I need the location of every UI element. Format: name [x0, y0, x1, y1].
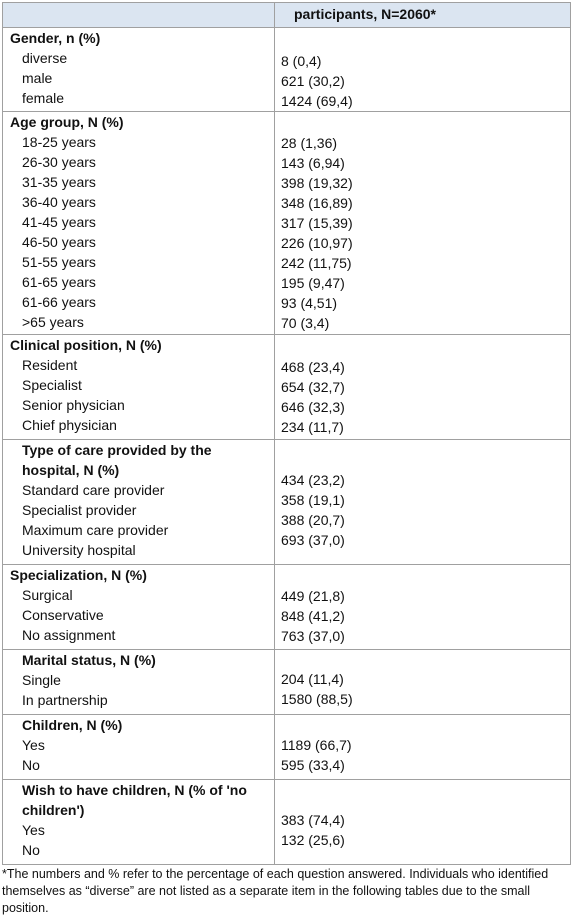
row-value: 143 (6,94) — [281, 155, 345, 171]
section-title: Type of care provided by the hospital, N… — [22, 442, 212, 478]
row-label: 31-35 years — [22, 174, 96, 190]
row-value: 383 (74,4) — [281, 812, 345, 828]
footnote: *The numbers and % refer to the percenta… — [2, 867, 549, 915]
row-label: Surgical — [22, 587, 73, 603]
column-header: participants, N=2060* — [294, 6, 437, 22]
row-value: 449 (21,8) — [281, 588, 345, 604]
row-label: Single — [22, 672, 61, 688]
section-border — [2, 779, 571, 865]
row-label: 51-55 years — [22, 254, 96, 270]
section-title: Marital status, N (%) — [22, 652, 156, 668]
row-label: No assignment — [22, 627, 116, 643]
row-value: 848 (41,2) — [281, 608, 345, 624]
row-value: 693 (37,0) — [281, 532, 345, 548]
row-value: 226 (10,97) — [281, 235, 353, 251]
row-value: 434 (23,2) — [281, 472, 345, 488]
row-label: 18-25 years — [22, 134, 96, 150]
row-label: Yes — [22, 822, 45, 838]
row-value: 763 (37,0) — [281, 628, 345, 644]
row-value: 646 (32,3) — [281, 399, 345, 415]
column-divider — [274, 2, 275, 864]
section-title: Wish to have children, N (% of 'no child… — [22, 782, 247, 818]
row-label: No — [22, 757, 40, 773]
row-label: >65 years — [22, 314, 84, 330]
row-value: 132 (25,6) — [281, 832, 345, 848]
row-label: Standard care provider — [22, 482, 165, 498]
row-label: male — [22, 70, 53, 86]
row-value: 348 (16,89) — [281, 195, 353, 211]
row-label: Specialist provider — [22, 502, 137, 518]
row-value: 1424 (69,4) — [281, 93, 353, 109]
row-label: Yes — [22, 737, 45, 753]
row-value: 204 (11,4) — [281, 671, 344, 687]
section-title: Age group, N (%) — [10, 114, 124, 130]
section-title: Children, N (%) — [22, 717, 123, 733]
row-value: 1189 (66,7) — [281, 737, 352, 753]
row-label: Specialist — [22, 377, 82, 393]
row-value: 621 (30,2) — [281, 73, 345, 89]
row-label: 41-45 years — [22, 214, 96, 230]
row-label: University hospital — [22, 542, 136, 558]
row-value: 358 (19,1) — [281, 492, 345, 508]
row-value: 234 (11,7) — [281, 419, 344, 435]
row-value: 388 (20,7) — [281, 512, 345, 528]
row-value: 8 (0,4) — [281, 53, 322, 69]
row-value: 28 (1,36) — [281, 135, 338, 151]
row-value: 398 (19,32) — [281, 175, 353, 191]
row-value: 195 (9,47) — [281, 275, 345, 291]
header-row — [2, 2, 571, 28]
row-label: No — [22, 842, 40, 858]
row-label: 46-50 years — [22, 234, 96, 250]
section-title: Gender, n (%) — [10, 30, 101, 46]
row-label: Resident — [22, 357, 78, 373]
row-label: 36-40 years — [22, 194, 96, 210]
row-label: Maximum care provider — [22, 522, 169, 538]
row-value: 595 (33,4) — [281, 757, 345, 773]
row-label: 61-66 years — [22, 294, 96, 310]
row-value: 242 (11,75) — [281, 255, 352, 271]
row-label: 61-65 years — [22, 274, 96, 290]
row-label: Chief physician — [22, 417, 117, 433]
row-value: 1580 (88,5) — [281, 691, 353, 707]
row-value: 70 (3,4) — [281, 315, 330, 331]
section-title: Specialization, N (%) — [10, 567, 147, 583]
row-label: diverse — [22, 50, 68, 66]
row-value: 93 (4,51) — [281, 295, 338, 311]
row-label: 26-30 years — [22, 154, 96, 170]
row-label: female — [22, 90, 65, 106]
row-value: 468 (23,4) — [281, 359, 345, 375]
section-title: Clinical position, N (%) — [10, 337, 162, 353]
row-label: Conservative — [22, 607, 104, 623]
row-label: In partnership — [22, 692, 108, 708]
row-value: 654 (32,7) — [281, 379, 345, 395]
row-label: Senior physician — [22, 397, 125, 413]
row-value: 317 (15,39) — [281, 215, 353, 231]
